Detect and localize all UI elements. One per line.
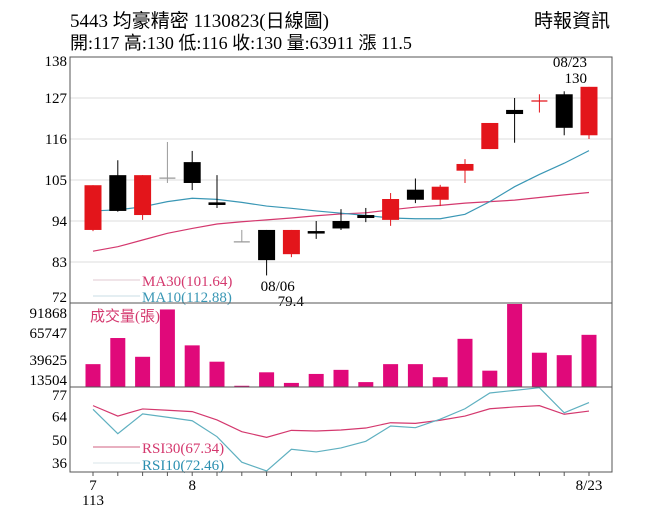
candle-body — [282, 229, 300, 255]
price-tick-label: 105 — [45, 173, 68, 189]
candle-body — [456, 163, 474, 171]
low-value-label: 79.4 — [278, 294, 305, 310]
volume-bar — [581, 334, 597, 387]
x-year-label: 113 — [82, 493, 104, 509]
volume-bar — [407, 364, 423, 387]
candle-body — [357, 215, 375, 219]
candle-body — [481, 122, 499, 150]
candle-body — [382, 199, 400, 220]
volume-bar — [159, 309, 175, 387]
high-value-label: 130 — [565, 71, 588, 87]
chart-title: 5443 均豪精密 1130823(日線圖) — [70, 10, 329, 32]
volume-bar — [283, 382, 299, 387]
candle-body — [555, 94, 573, 128]
ma10-legend: MA10(112.88) — [142, 290, 232, 306]
volume-bar — [184, 345, 200, 387]
rsi-line-rsi30 — [92, 405, 590, 438]
price-tick-label: 72 — [52, 290, 67, 306]
candle-body — [134, 175, 152, 216]
x-tick-label: 8/23 — [576, 478, 603, 494]
volume-bar — [457, 338, 473, 387]
volume-bar — [383, 364, 399, 387]
volume-tick-label: 65747 — [30, 326, 68, 342]
candle-body — [208, 202, 226, 205]
rsi-tick-label: 77 — [52, 388, 68, 404]
price-tick-label: 116 — [45, 132, 67, 148]
price-tick-label: 83 — [52, 255, 67, 271]
rsi-tick-label: 36 — [52, 456, 68, 472]
source-label: 時報資訊 — [534, 10, 610, 32]
rsi-tick-label: 50 — [52, 433, 67, 449]
volume-bar — [110, 338, 126, 387]
volume-bar — [308, 373, 324, 387]
candle-body — [109, 175, 127, 211]
candle-body — [84, 185, 102, 230]
volume-title: 成交量(張) — [90, 307, 160, 325]
candle-body — [183, 162, 201, 183]
rsi-line-rsi10 — [92, 387, 590, 472]
volume-tick-label: 91868 — [30, 306, 68, 322]
rsi-tick-label: 64 — [52, 410, 68, 426]
low-date-label: 08/06 — [261, 279, 296, 295]
volume-bar — [234, 385, 250, 387]
candle-body — [580, 86, 598, 136]
x-tick-label: 7 — [89, 478, 97, 494]
volume-tick-label: 39625 — [30, 353, 68, 369]
volume-bar — [259, 372, 275, 387]
price-tick-label: 127 — [45, 91, 68, 107]
volume-bar — [432, 377, 448, 387]
x-tick-label: 8 — [188, 478, 196, 494]
candle-body — [406, 189, 424, 200]
high-date-label: 08/23 — [553, 55, 587, 71]
price-summary: 開:117 高:130 低:116 收:130 量:63911 漲 11.5 — [70, 33, 412, 53]
candle-body — [258, 229, 276, 261]
volume-bar — [85, 364, 101, 387]
volume-bar — [135, 356, 151, 387]
price-tick-label: 94 — [52, 214, 68, 230]
volume-bar — [556, 355, 572, 387]
ma30-legend: MA30(101.64) — [142, 274, 232, 290]
candle-body — [332, 221, 350, 229]
candle-body — [307, 231, 325, 234]
volume-bar — [507, 304, 523, 387]
candle-body — [431, 186, 449, 200]
rsi30-legend: RSI30(67.34) — [142, 441, 224, 457]
volume-bar — [482, 370, 498, 387]
price-tick-label: 138 — [45, 54, 68, 70]
volume-bar — [531, 352, 547, 387]
volume-bar — [358, 382, 374, 387]
volume-bar — [333, 369, 349, 387]
rsi10-legend: RSI10(72.46) — [142, 458, 224, 474]
volume-bar — [209, 361, 225, 387]
volume-tick-label: 13504 — [30, 373, 68, 389]
candle-body — [506, 109, 524, 115]
